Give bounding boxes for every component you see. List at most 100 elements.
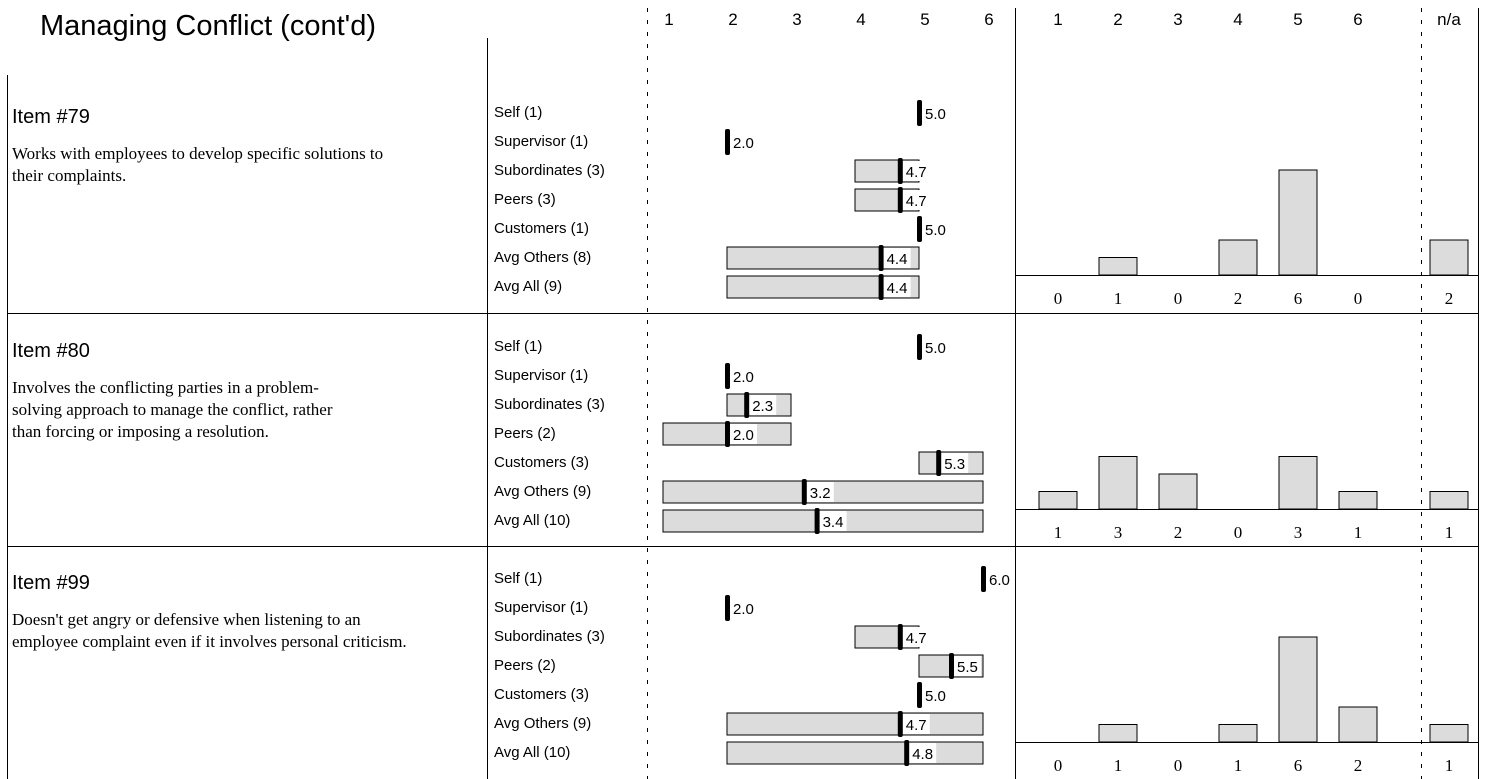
mean-marker [949,653,954,679]
mean-value-label: 5.0 [925,340,946,357]
mean-marker [801,479,807,505]
value-label-backdrop [901,190,930,210]
mean-marker [936,450,942,476]
mean-marker [897,187,903,213]
mean-value-label: 4.7 [906,717,927,734]
row-label-avg-others: Avg Others (9) [494,483,592,500]
mean-value-label: 4.4 [887,251,908,268]
row-label-subordinates: Subordinates (3) [494,162,605,179]
dashed-guides [647,8,1422,779]
value-label-backdrop [921,685,949,705]
dist-count-label: 0 [1054,756,1063,775]
value-label-backdrop [729,424,757,444]
mean-value-label: 4.7 [906,193,927,210]
row-label-self: Self (1) [494,570,543,587]
mean-value-label: 2.0 [733,601,754,618]
mean-marker [904,740,910,766]
mean-marker [878,245,884,271]
mean-marker [917,216,922,242]
row-label-customers: Customers (1) [494,220,590,237]
dist-count-label: 0 [1174,289,1183,308]
value-label-backdrop [901,627,930,647]
row-label-peers: Peers (2) [494,657,556,674]
mean-value-label: 5.3 [944,456,965,473]
mean-marker [725,363,730,389]
dist-bar [1278,636,1318,743]
dist-bar-na [1429,724,1469,743]
row-label-avg-all: Avg All (10) [494,512,571,529]
item-title: Item #80 [12,340,90,362]
value-label-backdrop [921,219,949,239]
item-description: Doesn't get angry or defensive when list… [12,610,407,651]
mean-marker [917,100,922,126]
dist-axis-label-2: 2 [1113,10,1123,29]
row-label-self: Self (1) [494,104,543,121]
dist-count-label: 1 [1114,756,1123,775]
dist-bar [1158,473,1198,510]
mean-value-label: 6.0 [989,572,1010,589]
row-label-avg-all: Avg All (10) [494,744,571,761]
value-label-backdrop [729,366,757,386]
dist-axis-label-3: 3 [1173,10,1183,29]
row-label-self: Self (1) [494,338,543,355]
score-axis-label-5: 5 [920,10,930,29]
dist-axis-label-6: 6 [1353,10,1363,29]
mean-marker [897,158,903,184]
mean-marker [814,508,820,534]
range-bar [726,712,984,736]
frame-lines [7,8,1479,779]
mean-marker [725,595,730,621]
dist-count-label: 1 [1114,289,1123,308]
dist-axis-label-4: 4 [1233,10,1243,29]
dist-count-label: 2 [1174,523,1183,542]
mean-value-label: 3.4 [823,514,844,531]
range-bar [726,741,984,765]
mean-value-label: 4.4 [887,280,908,297]
score-axis-label-6: 6 [984,10,994,29]
dist-bar [1098,724,1138,743]
value-label-backdrop [901,161,930,181]
dist-bar-na [1429,491,1469,510]
mean-value-label: 5.0 [925,688,946,705]
value-label-backdrop [729,132,757,152]
value-label-backdrop [882,277,911,297]
dist-bar [1218,239,1258,276]
score-axis-label-2: 2 [728,10,738,29]
dist-bar-na [1429,239,1469,276]
dist-bar [1278,169,1318,276]
dist-axis-label-5: 5 [1293,10,1303,29]
item-title: Item #99 [12,572,90,594]
row-label-avg-others: Avg Others (9) [494,715,592,732]
range-bar [726,275,920,299]
dist-bar [1098,257,1138,276]
row-label-avg-all: Avg All (9) [494,278,563,295]
dist-bar [1278,456,1318,510]
row-label-subordinates: Subordinates (3) [494,628,605,645]
dist-axis-label-1: 1 [1053,10,1063,29]
dist-bar [1218,724,1258,743]
value-label-backdrop [729,598,757,618]
mean-value-label: 5.5 [957,659,978,676]
mean-marker [981,566,986,592]
dist-count-label: 3 [1114,523,1123,542]
dist-count-label: 2 [1354,756,1363,775]
value-label-backdrop [882,248,911,268]
mean-marker [897,624,903,650]
value-label-backdrop [921,337,949,357]
value-label-backdrop [985,569,1013,589]
value-label-backdrop [805,482,834,502]
dist-count-label: 0 [1054,289,1063,308]
item-title: Item #79 [12,106,90,128]
mean-value-label: 2.0 [733,427,754,444]
row-label-avg-others: Avg Others (8) [494,249,592,266]
dist-count-label-na: 2 [1445,289,1454,308]
mean-marker [725,421,730,447]
score-axis-label-3: 3 [792,10,802,29]
mean-marker [897,711,903,737]
dist-bar [1338,706,1378,743]
value-label-backdrop [748,395,777,415]
mean-value-label: 2.0 [733,135,754,152]
mean-value-label: 5.0 [925,106,946,123]
dist-count-label: 6 [1294,756,1303,775]
